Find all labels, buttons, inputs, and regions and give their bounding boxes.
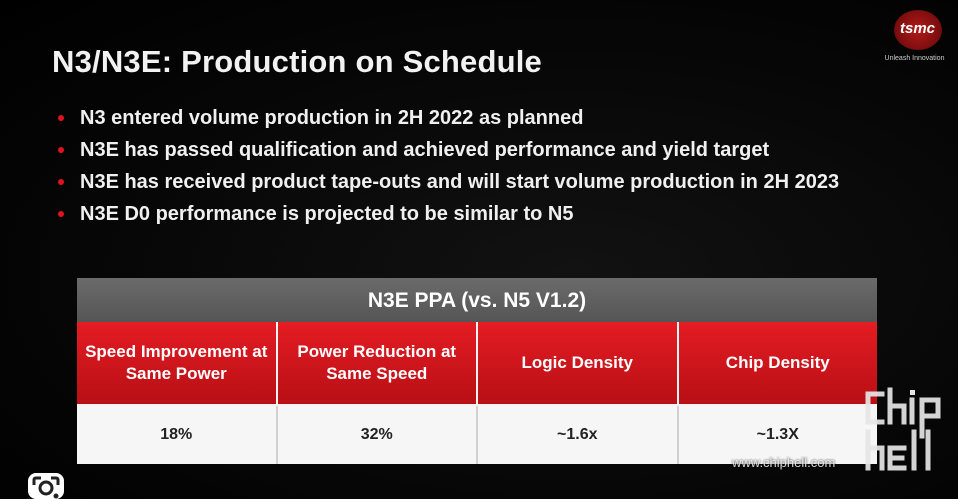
bullet-item: N3E has received product tape-outs and w… bbox=[58, 168, 839, 200]
ppa-header-row: Speed Improvement at Same Power Power Re… bbox=[77, 322, 877, 406]
tsmc-logo: tsmc Unleash Innovation bbox=[872, 10, 952, 68]
value-power-reduction: 32% bbox=[275, 406, 476, 464]
header-chip-density: Chip Density bbox=[676, 322, 877, 406]
header-speed-improvement: Speed Improvement at Same Power bbox=[77, 322, 276, 406]
bullet-icon bbox=[58, 179, 64, 185]
bullet-item: N3 entered volume production in 2H 2022 … bbox=[58, 104, 839, 136]
lens-search-icon[interactable] bbox=[26, 471, 66, 499]
tsmc-logo-word: tsmc bbox=[900, 20, 936, 37]
bullet-icon bbox=[58, 115, 64, 121]
bullet-text: N3E has received product tape-outs and w… bbox=[80, 171, 840, 193]
bullet-list: N3 entered volume production in 2H 2022 … bbox=[58, 104, 839, 232]
header-logic-density: Logic Density bbox=[476, 322, 677, 406]
watermark-site: www.chiphell.com bbox=[732, 455, 836, 470]
value-chip-density: ~1.3X bbox=[676, 406, 877, 464]
header-power-reduction: Power Reduction at Same Speed bbox=[275, 322, 476, 406]
chiphell-watermark-icon bbox=[865, 387, 941, 471]
slide-title: N3/N3E: Production on Schedule bbox=[52, 44, 542, 79]
ppa-value-row: 18% 32% ~1.6x ~1.3X bbox=[77, 406, 877, 464]
bullet-icon bbox=[58, 147, 64, 153]
bullet-text: N3E has passed qualification and achieve… bbox=[80, 139, 770, 161]
tsmc-logo-tagline: Unleash Innovation bbox=[884, 55, 945, 62]
bullet-item: N3E has passed qualification and achieve… bbox=[58, 136, 839, 168]
bullet-text: N3E D0 performance is projected to be si… bbox=[80, 203, 574, 225]
ppa-table-title: N3E PPA (vs. N5 V1.2) bbox=[77, 278, 877, 322]
bullet-icon bbox=[58, 211, 64, 217]
tsmc-logo-icon bbox=[894, 10, 942, 50]
value-speed-improvement: 18% bbox=[77, 406, 276, 464]
ppa-table: N3E PPA (vs. N5 V1.2) Speed Improvement … bbox=[77, 278, 877, 464]
bullet-item: N3E D0 performance is projected to be si… bbox=[58, 200, 839, 232]
value-logic-density: ~1.6x bbox=[476, 406, 677, 464]
bullet-text: N3 entered volume production in 2H 2022 … bbox=[80, 107, 584, 129]
